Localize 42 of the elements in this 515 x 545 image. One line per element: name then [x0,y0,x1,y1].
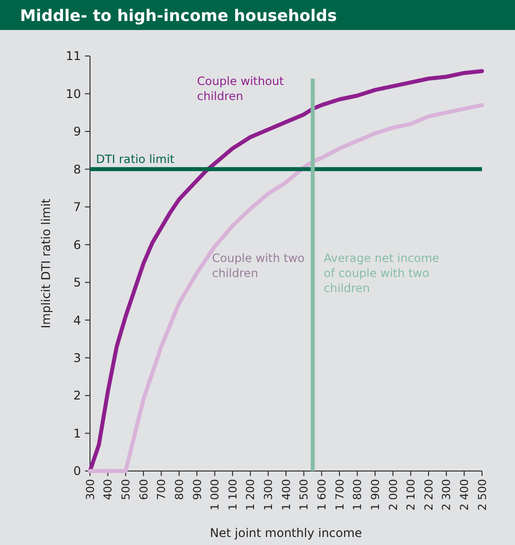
y-tick-label: 11 [66,49,81,64]
x-tick-label: 1 100 [226,479,240,510]
y-tick-label: 5 [73,276,81,290]
x-axis-title: Net joint monthly income [210,526,362,540]
y-tick-label: 8 [73,162,81,176]
x-tick-label: 2 100 [404,479,418,510]
y-tick-label: 10 [66,86,81,101]
series-label: Couple without children [197,74,284,103]
y-axis-title: Implicit DTI ratio limit [39,198,53,328]
x-tick-label: 2 200 [422,479,436,510]
ref-line-label: DTI ratio limit [96,152,175,166]
y-tick-label: 0 [73,464,81,478]
x-tick-label: 1 400 [280,479,293,510]
x-tick-label: 1 800 [351,479,364,510]
y-tick-label: 1 [73,426,81,440]
x-tick-label: 2 000 [386,479,400,510]
x-tick-label: 400 [102,479,115,500]
x-tick-label: 1 700 [333,479,346,510]
x-tick-label: 600 [137,479,150,500]
chart-title: Middle- to high-income households [20,6,337,25]
x-tick-label: 1 200 [244,479,258,510]
ref-line-label: Average net income of couple with two children [324,251,440,295]
x-tick-label: 1 500 [298,479,311,510]
y-tick-label: 3 [73,351,81,366]
y-tick-label: 7 [73,200,81,214]
y-tick-label: 2 [73,388,81,403]
y-tick-label: 4 [73,313,81,328]
x-tick-label: 1 900 [368,479,382,510]
series-label: Couple with two children [212,251,305,280]
y-tick-label: 6 [73,238,81,252]
x-tick-label: 500 [119,479,132,500]
x-tick-label: 800 [172,479,186,500]
x-tick-label: 1 600 [315,479,328,510]
x-tick-label: 2 400 [458,479,472,510]
x-tick-label: 2 300 [440,479,454,510]
x-tick-label: 2 500 [476,479,489,510]
x-tick-label: 300 [84,479,97,500]
x-tick-label: 700 [155,479,168,500]
y-tick-label: 9 [73,124,81,139]
x-tick-label: 1 300 [262,479,276,510]
x-tick-label: 900 [190,479,204,500]
x-tick-label: 1 000 [208,479,222,510]
